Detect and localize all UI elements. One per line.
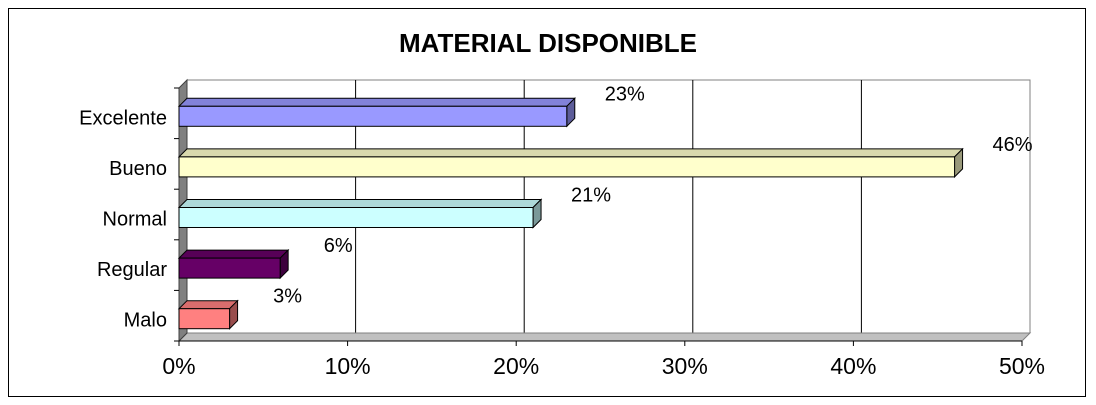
data-label: 6% xyxy=(324,235,353,257)
bar-front-face xyxy=(178,308,231,330)
x-tick-label: 20% xyxy=(493,353,539,379)
bar-front-face xyxy=(178,257,281,279)
bar-top-face xyxy=(177,249,290,259)
x-tick-label: 30% xyxy=(662,353,708,379)
category-label: Regular xyxy=(97,259,167,281)
bars-layer xyxy=(177,97,964,330)
bar-regular xyxy=(177,248,290,280)
x-tick-label: 10% xyxy=(325,353,371,379)
category-label: Bueno xyxy=(109,158,167,180)
bar-front-face xyxy=(178,156,956,178)
bar-malo xyxy=(177,299,239,330)
category-label: Normal xyxy=(103,209,167,231)
data-label: 46% xyxy=(993,134,1033,156)
bar-top-face xyxy=(177,97,576,107)
x-tick-label: 0% xyxy=(162,353,195,379)
data-label: 23% xyxy=(605,83,645,105)
data-label: 21% xyxy=(571,185,611,207)
data-label: 3% xyxy=(273,286,302,308)
bar-front-face xyxy=(178,207,534,228)
bar-normal xyxy=(177,198,543,229)
category-label: Malo xyxy=(124,310,167,332)
x-tick-label: 40% xyxy=(830,353,876,379)
bar-front-face xyxy=(178,105,568,127)
bar-top-face xyxy=(177,300,239,310)
labels-layer: 0% 10% 20% 30% 40% 50% Excelente 23% Bueno 46% Nor… xyxy=(79,83,1045,379)
bar-excelente xyxy=(177,97,576,128)
bar-bueno xyxy=(177,147,964,179)
chart-title: MATERIAL DISPONIBLE xyxy=(398,28,698,58)
floor xyxy=(177,332,1032,342)
bar-top-face xyxy=(177,199,543,208)
category-label: Excelente xyxy=(79,107,167,129)
x-tick-label: 50% xyxy=(999,353,1045,379)
bar-top-face xyxy=(177,148,964,158)
